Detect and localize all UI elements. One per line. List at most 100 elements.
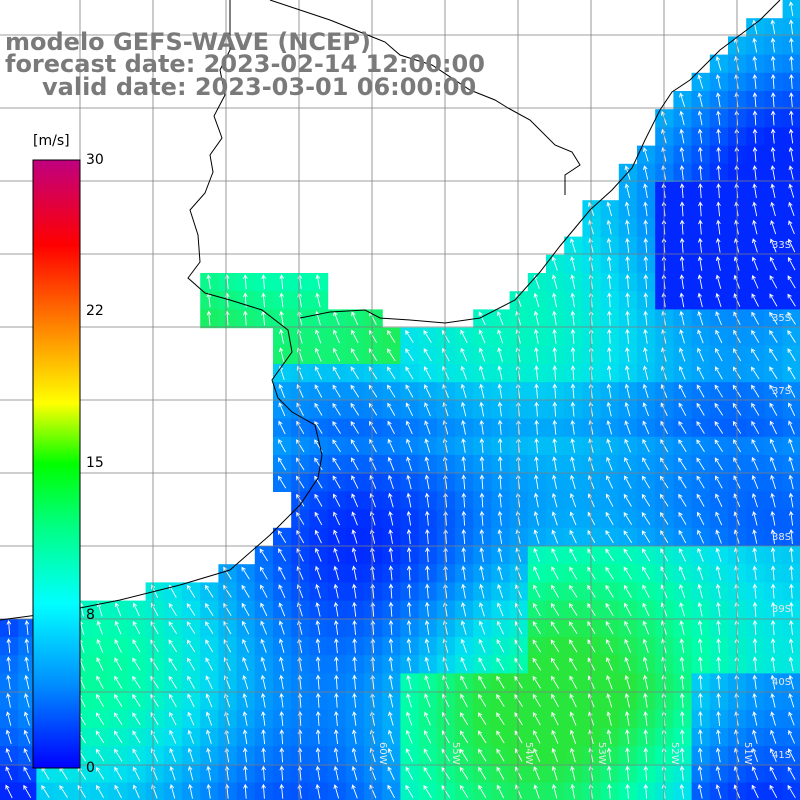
wind-arrow [752, 547, 757, 563]
wind-arrow [187, 711, 195, 726]
wind-arrow [534, 383, 539, 399]
wind-arrow [751, 329, 760, 343]
wind-arrow [479, 547, 485, 563]
wind-arrow [697, 110, 703, 126]
wind-arrow [186, 621, 196, 635]
wind-arrow [715, 274, 722, 289]
wind-arrow [788, 420, 795, 435]
wind-arrow [716, 128, 721, 144]
wind-arrow [716, 219, 721, 235]
wind-arrow [242, 711, 248, 726]
wind-arrow [715, 92, 721, 108]
wind-arrow [770, 456, 777, 471]
wind-arrow [478, 620, 486, 635]
wind-arrow [425, 528, 430, 544]
wind-arrow [424, 601, 430, 617]
wind-arrow [607, 346, 612, 362]
wind-arrow [679, 638, 685, 654]
wind-arrow [552, 310, 557, 326]
wind-arrow [716, 638, 721, 654]
lat-label: 40S [772, 677, 792, 688]
wind-arrow [23, 766, 31, 780]
wind-arrow [261, 747, 266, 763]
wind-arrow [570, 274, 576, 290]
wind-arrow [132, 602, 140, 617]
wind-arrow [679, 292, 685, 308]
wind-arrow [533, 748, 541, 762]
colorbar-tick-22: 22 [86, 303, 104, 319]
wind-arrow [478, 311, 486, 325]
wind-arrow [752, 110, 758, 126]
wind-arrow [569, 548, 577, 562]
wind-arrow [188, 783, 193, 799]
wind-arrow [787, 275, 796, 289]
wind-arrow [715, 765, 721, 781]
wind-arrow [461, 583, 466, 599]
wind-arrow [570, 292, 576, 308]
wind-arrow [716, 619, 721, 635]
wind-arrow [625, 255, 630, 271]
wind-arrow [23, 748, 31, 762]
wind-arrow [751, 420, 760, 435]
wind-arrow [569, 729, 577, 744]
wind-arrow [569, 711, 577, 726]
wind-arrow [315, 329, 322, 344]
wind-arrow [715, 511, 723, 526]
wind-arrow [242, 638, 249, 653]
wind-arrow [352, 656, 357, 672]
wind-arrow [643, 674, 649, 690]
wind-arrow [715, 565, 722, 581]
wind-arrow [551, 747, 559, 763]
wind-arrow [607, 783, 612, 799]
wind-arrow [697, 747, 703, 763]
wind-arrow [497, 565, 503, 581]
wind-arrow [260, 602, 268, 617]
wind-arrow [186, 639, 196, 653]
wind-arrow [351, 784, 358, 799]
wind-arrow [624, 183, 631, 199]
wind-arrow [315, 656, 321, 672]
wind-arrow [643, 201, 648, 217]
wind-arrow [370, 638, 376, 654]
wind-arrow [168, 675, 177, 689]
wind-arrow [352, 619, 357, 635]
wind-arrow [260, 620, 268, 635]
wind-arrow [95, 748, 105, 762]
title-forecast-date: forecast date: 2023-02-14 12:00:00 [5, 50, 485, 78]
wind-arrow [769, 311, 778, 325]
wind-arrow [788, 510, 794, 526]
wind-arrow [570, 783, 575, 799]
wind-arrow [624, 692, 630, 708]
wind-arrow [96, 657, 104, 671]
wind-arrow [132, 620, 141, 635]
wind-arrow [351, 565, 357, 581]
lon-label: 60W [377, 742, 388, 765]
wind-arrow [606, 201, 613, 217]
wind-speed-cell [455, 782, 474, 800]
wind-arrow [715, 475, 723, 489]
wind-arrow [533, 310, 539, 326]
wind-arrow [532, 711, 541, 726]
wind-arrow [679, 146, 685, 162]
wind-arrow [697, 547, 704, 562]
wind-arrow [150, 602, 159, 617]
wind-arrow [570, 419, 576, 435]
wind-arrow [623, 493, 632, 507]
wind-arrow [752, 219, 758, 235]
wind-arrow [187, 675, 195, 689]
wind-arrow [715, 547, 722, 562]
wind-arrow [642, 147, 649, 162]
wind-speed-cell [782, 254, 800, 274]
wind-arrow [716, 656, 721, 672]
lon-label: 54W [523, 742, 534, 765]
wind-arrow [6, 619, 12, 635]
wind-arrow [643, 255, 649, 271]
wind-arrow [334, 656, 339, 672]
wind-arrow [715, 784, 722, 799]
wind-arrow [406, 583, 412, 599]
wind-arrow [643, 765, 649, 781]
wind-arrow [260, 584, 268, 598]
wind-arrow [350, 384, 360, 398]
wind-arrow [479, 528, 485, 544]
wind-arrow [387, 330, 396, 343]
